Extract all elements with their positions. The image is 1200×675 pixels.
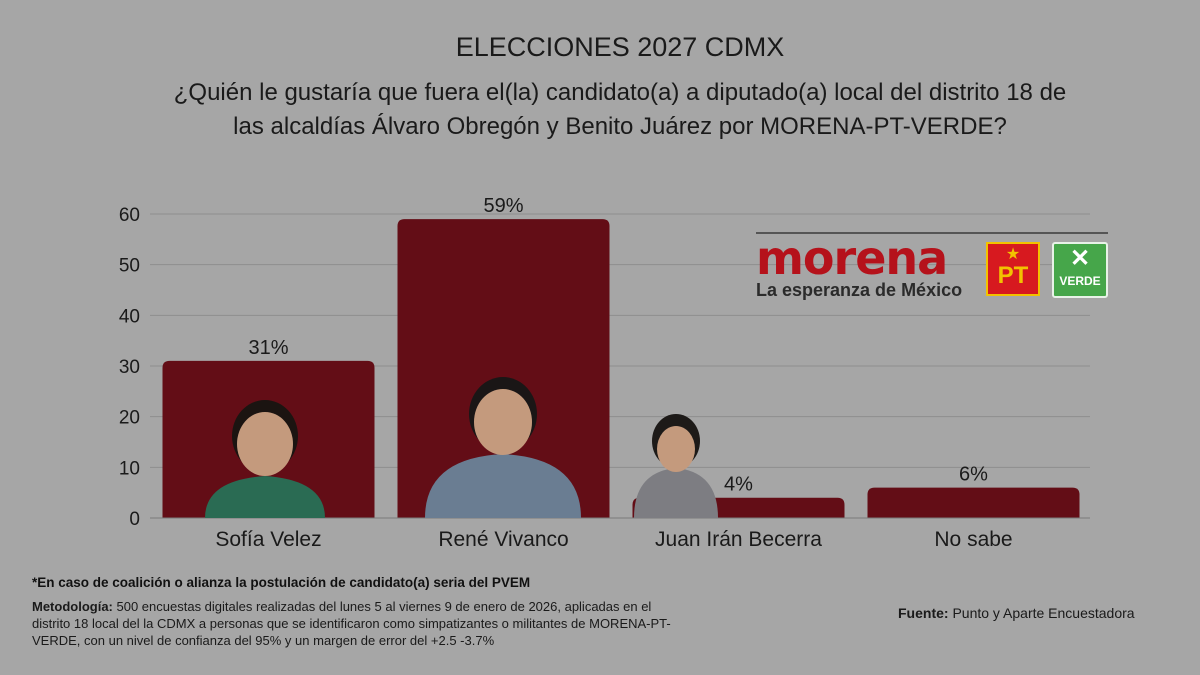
y-tick-label: 10 [119, 458, 140, 479]
pt-logo: ★ PT [986, 242, 1040, 296]
morena-tagline: La esperanza de México [756, 280, 962, 301]
source: Fuente: Punto y Aparte Encuestadora [898, 605, 1135, 621]
pt-logo-text: PT [988, 263, 1038, 289]
verde-logo: ✕ VERDE [1052, 242, 1108, 298]
y-tick-label: 60 [119, 205, 140, 226]
x-tick-label: No sabe [934, 528, 1012, 551]
y-tick-label: 40 [119, 306, 140, 327]
verde-logo-text: VERDE [1054, 274, 1106, 288]
candidate-photo-body [634, 468, 718, 518]
data-label: 31% [248, 337, 288, 359]
data-label: 59% [483, 195, 523, 217]
bar [868, 488, 1080, 518]
candidate-photo-face [657, 426, 695, 472]
y-tick-label: 0 [129, 509, 140, 530]
methodology-text: 500 encuestas digitales realizadas del l… [32, 599, 671, 648]
data-label: 4% [724, 474, 753, 496]
methodology-label: Metodología: [32, 599, 113, 614]
source-label: Fuente: [898, 605, 949, 621]
y-tick-label: 20 [119, 408, 140, 429]
y-tick-label: 50 [119, 256, 140, 277]
coalition-note: *En caso de coalición o alianza la postu… [32, 575, 530, 590]
y-tick-label: 30 [119, 357, 140, 378]
methodology: Metodología: 500 encuestas digitales rea… [32, 598, 692, 649]
party-logos: morena La esperanza de México ★ PT ✕ VER… [756, 232, 1108, 300]
star-icon: ★ [988, 247, 1038, 263]
x-tick-label: René Vivanco [438, 528, 568, 551]
x-tick-label: Juan Irán Becerra [655, 528, 822, 551]
candidate-photo-face [237, 412, 293, 476]
data-label: 6% [959, 464, 988, 486]
x-tick-label: Sofía Velez [215, 528, 321, 551]
source-text: Punto y Aparte Encuestadora [949, 605, 1135, 621]
candidate-photo-face [474, 389, 532, 455]
toucan-icon: ✕ [1054, 244, 1106, 274]
morena-logo: morena [756, 236, 947, 280]
